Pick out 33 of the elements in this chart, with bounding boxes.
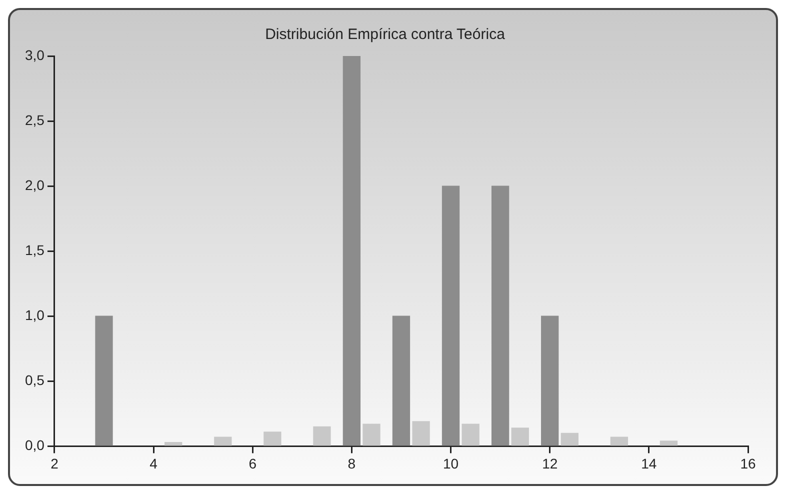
bar	[342, 56, 361, 446]
x-tick-label: 16	[740, 455, 756, 472]
y-tick-label: 2,0	[24, 176, 45, 193]
x-tick-label: 10	[442, 455, 459, 472]
x-tick-label: 12	[542, 455, 558, 472]
bar	[264, 432, 282, 446]
bar	[214, 436, 232, 446]
bar	[362, 424, 380, 446]
chart-title: Distribución Empírica contra Teórica	[265, 26, 506, 44]
bar	[462, 424, 480, 446]
x-tick-label: 14	[641, 455, 657, 472]
x-tick-label: 8	[348, 455, 356, 472]
bar	[313, 426, 331, 446]
y-tick-label: 3,0	[24, 46, 45, 63]
y-tick-label: 0,0	[24, 437, 45, 454]
bar	[392, 316, 410, 446]
y-tick-label: 2,5	[24, 112, 45, 128]
y-tick-label: 1,5	[24, 242, 45, 258]
bar	[442, 186, 460, 446]
bar	[511, 428, 529, 446]
bar	[491, 186, 510, 446]
x-tick-label: 4	[150, 455, 158, 472]
x-tick-label: 6	[248, 455, 257, 472]
bar	[164, 442, 182, 446]
bar	[660, 440, 678, 446]
y-tick-label: 1,0	[24, 306, 45, 323]
bar	[560, 432, 578, 446]
bar	[610, 436, 628, 446]
bar	[412, 421, 430, 446]
y-tick-label: 0,5	[24, 372, 45, 388]
bar	[95, 316, 113, 446]
bar	[541, 316, 559, 446]
x-tick-label: 2	[50, 455, 59, 472]
